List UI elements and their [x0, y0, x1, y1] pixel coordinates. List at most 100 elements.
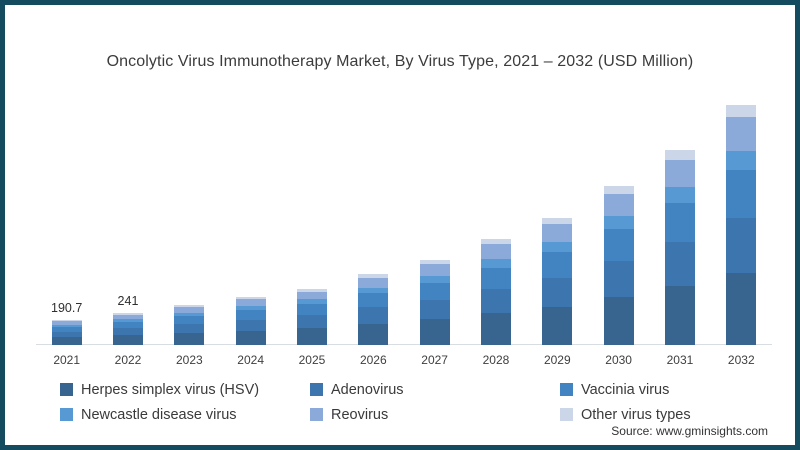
bar-segment [296, 299, 327, 304]
stacked-bar-2025 [296, 288, 327, 345]
bar-segment [358, 293, 389, 308]
stacked-bar-2024 [235, 297, 266, 345]
legend-item: Herpes simplex virus (HSV) [60, 380, 310, 399]
bar-segment [51, 331, 82, 338]
bar-segment [174, 312, 205, 316]
bar-segment [603, 216, 634, 229]
bar-segment [358, 323, 389, 345]
bar-segment [112, 321, 143, 329]
bar-segment [726, 104, 757, 117]
bar-segment [51, 326, 82, 332]
legend-item: Other virus types [560, 405, 770, 424]
bar-value-label: 241 [117, 294, 139, 308]
legend-item: Newcastle disease virus [60, 405, 310, 424]
bar-segment [235, 306, 266, 311]
bar-segment [603, 297, 634, 345]
legend-swatch-icon [60, 383, 73, 396]
bar-segment [419, 264, 450, 277]
bar-segment [174, 332, 205, 345]
bar-group-2026: 2026 [343, 105, 404, 367]
bar-group-2031: 2031 [649, 105, 710, 367]
bar-segment [235, 299, 266, 307]
legend-label: Other virus types [581, 406, 691, 423]
legend: Herpes simplex virus (HSV) Adenovirus Vacc… [60, 380, 770, 424]
bar-segment [726, 217, 757, 273]
bar-segment [358, 307, 389, 324]
x-axis-label: 2032 [727, 353, 755, 367]
stacked-bar-2031 [664, 149, 695, 345]
bar-segment [664, 159, 695, 188]
bar-segment [603, 229, 634, 261]
legend-item: Vaccinia virus [560, 380, 770, 399]
x-axis-label: 2024 [237, 353, 264, 367]
legend-swatch-icon [560, 408, 573, 421]
bar-segment [235, 310, 266, 320]
bar-segment [603, 186, 634, 195]
bar-segment [603, 194, 634, 217]
legend-label: Reovirus [331, 406, 389, 423]
bar-segment [296, 328, 327, 345]
bar-segment [235, 330, 266, 345]
bar-segment [726, 272, 757, 345]
bar-segment [358, 274, 389, 278]
bar-segment [296, 291, 327, 300]
bar-group-2027: 2027 [404, 105, 465, 367]
stacked-bar-2032 [726, 104, 757, 345]
bar-segment [726, 116, 757, 151]
stacked-bar-2029 [542, 217, 573, 345]
bar-segment [542, 224, 573, 242]
x-axis-label: 2030 [605, 353, 632, 367]
bar-group-2029: 2029 [527, 105, 588, 367]
bar-segment [296, 288, 327, 292]
bar-segment [664, 286, 695, 345]
x-axis-label: 2023 [175, 353, 203, 367]
bar-segment [112, 314, 143, 320]
legend-label: Newcastle disease virus [81, 406, 237, 423]
bar-segment [174, 305, 205, 308]
bar-segment [296, 315, 327, 329]
bar-segment [542, 252, 573, 278]
bar-segment [542, 277, 573, 307]
bar-segment [112, 328, 143, 336]
bar-segment [296, 303, 327, 316]
x-axis-line [36, 344, 772, 345]
x-axis-label: 2026 [359, 353, 387, 367]
legend-item: Reovirus [310, 405, 560, 424]
bar-segment [480, 313, 511, 345]
bar-value-label: 190.7 [51, 301, 83, 315]
bar-segment [112, 319, 143, 322]
bar-group-2022: 241 2022 [97, 105, 158, 367]
bar-segment [51, 319, 82, 322]
x-axis-label: 2028 [482, 353, 510, 367]
bar-segment [480, 239, 511, 245]
legend-label: Vaccinia virus [581, 381, 670, 398]
bar-segment [480, 244, 511, 260]
bar-group-2028: 2028 [465, 105, 526, 367]
bar-segment [419, 282, 450, 300]
bar-segment [664, 187, 695, 203]
legend-swatch-icon [310, 383, 323, 396]
bar-segment [726, 150, 757, 170]
bar-group-2021: 190.7 2021 [36, 105, 97, 367]
bar-segment [664, 202, 695, 242]
chart-title: Oncolytic Virus Immunotherapy Market, By… [106, 53, 694, 70]
bar-segment [174, 315, 205, 324]
bar-segment [480, 259, 511, 268]
bar-segment [419, 299, 450, 320]
x-axis-label: 2025 [298, 353, 326, 367]
bar-segment [419, 260, 450, 265]
legend-label: Adenovirus [331, 381, 404, 398]
stacked-bar-2026 [358, 274, 389, 345]
bar-segment [358, 287, 389, 294]
bar-segment [603, 260, 634, 298]
bar-segment [358, 277, 389, 288]
stacked-bar-2021 [51, 319, 82, 345]
legend-item: Adenovirus [310, 380, 560, 399]
bar-segment [174, 323, 205, 333]
bar-segment [419, 276, 450, 283]
bar-segment [542, 241, 573, 253]
legend-swatch-icon [560, 383, 573, 396]
bar-segment [664, 149, 695, 160]
bar-group-2023: 2023 [159, 105, 220, 367]
